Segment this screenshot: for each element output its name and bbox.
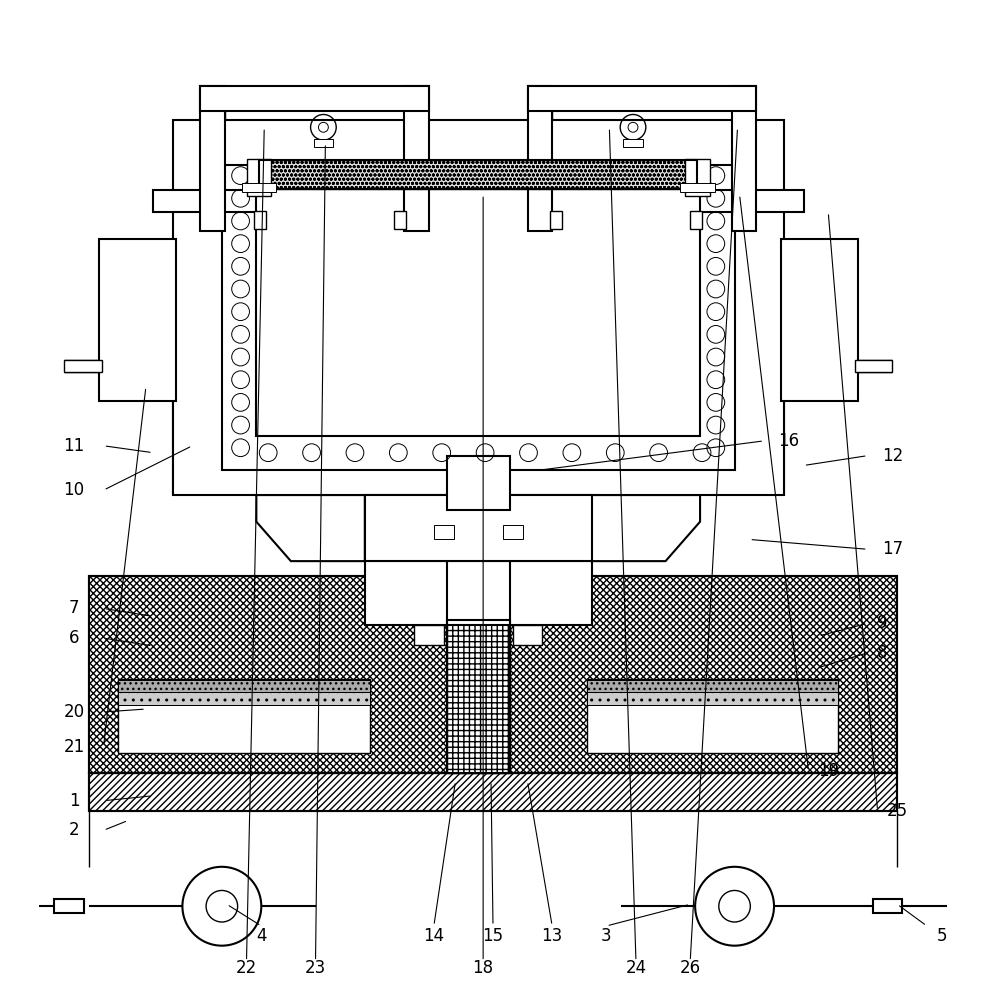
Bar xyxy=(732,86,756,231)
Bar xyxy=(89,773,897,811)
Bar xyxy=(447,620,510,773)
Bar xyxy=(259,160,697,189)
Bar xyxy=(447,620,510,773)
Bar xyxy=(855,360,892,372)
Text: 4: 4 xyxy=(256,927,266,945)
Text: 16: 16 xyxy=(778,432,800,450)
Bar xyxy=(528,86,552,231)
Bar xyxy=(503,525,523,539)
Bar xyxy=(434,525,454,539)
Bar xyxy=(254,211,266,229)
Bar xyxy=(365,495,592,561)
Text: 10: 10 xyxy=(63,481,85,499)
Polygon shape xyxy=(592,495,700,561)
Bar xyxy=(200,86,429,111)
Text: 19: 19 xyxy=(817,762,839,780)
Bar xyxy=(118,692,370,705)
Bar xyxy=(550,211,562,229)
Bar xyxy=(781,239,858,401)
Text: 9: 9 xyxy=(878,614,887,632)
Bar xyxy=(259,160,697,189)
Bar xyxy=(89,773,897,811)
Bar xyxy=(587,692,838,705)
Bar xyxy=(513,625,542,645)
Text: 11: 11 xyxy=(63,437,85,455)
Bar xyxy=(118,680,370,692)
Bar xyxy=(873,899,902,913)
Bar xyxy=(587,692,838,705)
Text: 15: 15 xyxy=(482,927,504,945)
Bar xyxy=(54,899,84,913)
Bar xyxy=(680,183,715,192)
Bar xyxy=(173,120,784,495)
Bar xyxy=(246,159,271,196)
Text: 8: 8 xyxy=(878,644,887,662)
Text: 18: 18 xyxy=(472,959,494,977)
Bar xyxy=(222,165,735,470)
Text: 22: 22 xyxy=(236,959,257,977)
Bar xyxy=(256,170,700,436)
Bar xyxy=(64,360,102,372)
Text: 25: 25 xyxy=(886,802,908,820)
Bar xyxy=(685,159,710,196)
Text: 2: 2 xyxy=(69,821,79,839)
Bar xyxy=(414,625,444,645)
Bar xyxy=(99,239,176,401)
Bar xyxy=(314,139,333,147)
Bar xyxy=(623,139,643,147)
Bar xyxy=(89,576,897,773)
Text: 3: 3 xyxy=(601,927,611,945)
Text: 12: 12 xyxy=(881,447,903,465)
Bar xyxy=(153,190,804,212)
Text: 14: 14 xyxy=(423,927,445,945)
Bar xyxy=(587,680,838,692)
Text: 24: 24 xyxy=(625,959,647,977)
Bar xyxy=(365,561,449,625)
Bar xyxy=(587,680,838,692)
Bar xyxy=(690,211,702,229)
Polygon shape xyxy=(256,495,365,561)
Bar xyxy=(404,86,429,231)
Text: 6: 6 xyxy=(69,629,79,647)
Bar xyxy=(200,86,225,231)
Text: 21: 21 xyxy=(63,738,85,756)
Text: 7: 7 xyxy=(69,599,79,617)
Text: 23: 23 xyxy=(305,959,326,977)
Bar xyxy=(447,561,510,625)
Text: 13: 13 xyxy=(541,927,563,945)
Bar xyxy=(528,86,756,111)
Bar xyxy=(242,183,276,192)
Bar xyxy=(118,692,370,705)
Text: 26: 26 xyxy=(679,959,701,977)
Bar xyxy=(118,679,370,753)
Bar xyxy=(587,679,838,753)
Bar xyxy=(394,211,406,229)
Bar xyxy=(118,680,370,692)
Bar xyxy=(508,561,592,625)
Text: 1: 1 xyxy=(69,792,79,810)
Bar xyxy=(447,456,510,510)
Text: 20: 20 xyxy=(63,703,85,721)
Text: 17: 17 xyxy=(881,540,903,558)
Bar xyxy=(89,576,897,773)
Text: 5: 5 xyxy=(937,927,947,945)
